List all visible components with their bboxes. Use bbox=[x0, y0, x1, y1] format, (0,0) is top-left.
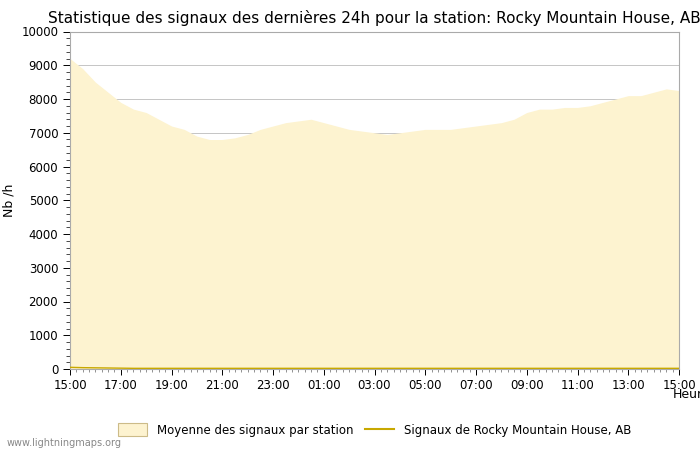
Y-axis label: Nb /h: Nb /h bbox=[3, 184, 15, 217]
Legend: Moyenne des signaux par station, Signaux de Rocky Mountain House, AB: Moyenne des signaux par station, Signaux… bbox=[113, 419, 636, 441]
X-axis label: Heure: Heure bbox=[673, 387, 700, 400]
Title: Statistique des signaux des dernières 24h pour la station: Rocky Mountain House,: Statistique des signaux des dernières 24… bbox=[48, 10, 700, 26]
Text: www.lightningmaps.org: www.lightningmaps.org bbox=[7, 438, 122, 448]
